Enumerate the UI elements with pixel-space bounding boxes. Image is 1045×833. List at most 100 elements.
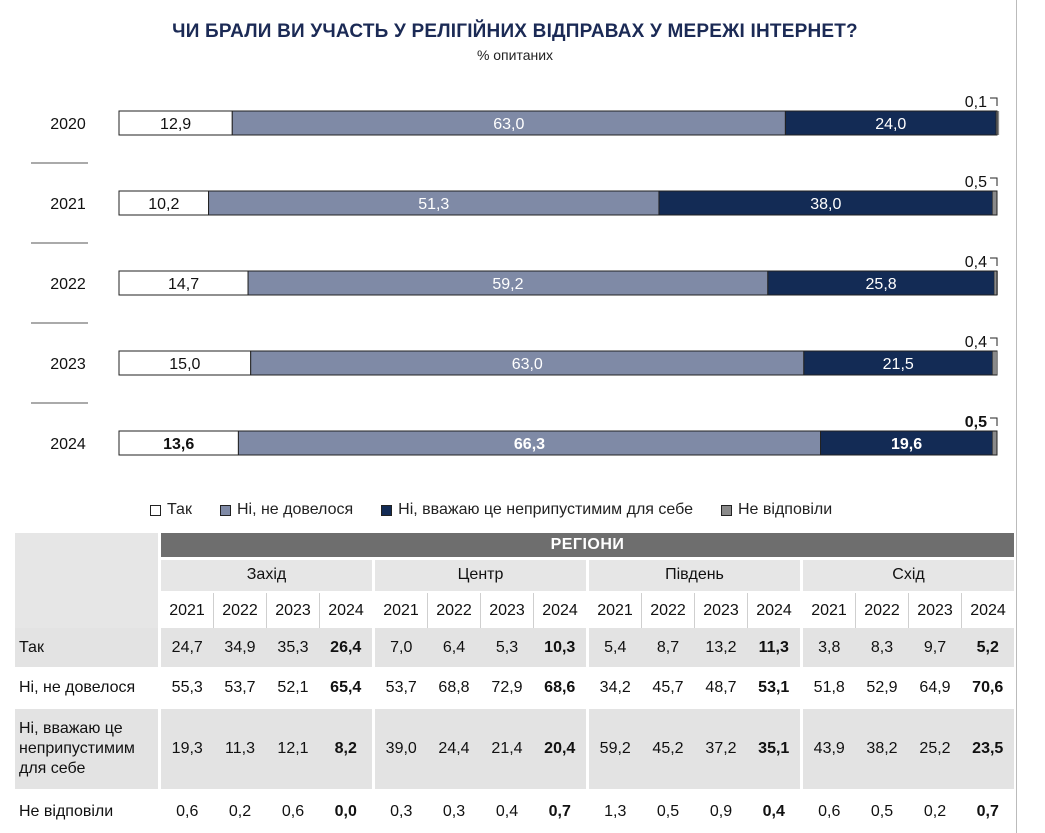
table-cell: 3,8 bbox=[801, 628, 856, 669]
row-label: Не відповіли bbox=[15, 790, 161, 832]
table-cell: 8,2 bbox=[319, 708, 375, 791]
leader-line-2021 bbox=[990, 177, 998, 186]
table-cell: 12,1 bbox=[266, 708, 320, 791]
region-header: Захід bbox=[159, 556, 375, 592]
bar-segment-2-2024 bbox=[237, 430, 822, 456]
data-label-no-answer-2021: 0,5 bbox=[965, 174, 987, 191]
table-cell: 5,4 bbox=[587, 628, 642, 669]
year-header: 2023 bbox=[480, 591, 534, 628]
region-header: Схід bbox=[801, 556, 1014, 592]
stacked-bar-chart: 2020 12,9 63,0 24,0 0,1 2021 10,2 51,3 38,0 0,5 20… bbox=[31, 94, 1000, 456]
bar-segment-2-2021 bbox=[208, 190, 660, 216]
table-cell: 0,7 bbox=[976, 802, 999, 820]
data-label-1-2022: 14,7 bbox=[168, 276, 199, 293]
legend-item-unacceptable: Ні, вважаю це неприпустимим для себе bbox=[381, 501, 693, 519]
year-header: 2022 bbox=[213, 591, 267, 628]
table-cell: 5,2 bbox=[961, 628, 1014, 669]
table-cell: 10,3 bbox=[533, 628, 589, 669]
leader-line-2020 bbox=[990, 97, 998, 106]
leader-line-2022 bbox=[990, 257, 998, 266]
data-label-2-2024: 66,3 bbox=[514, 436, 545, 453]
year-header: 2023 bbox=[908, 591, 962, 628]
table-cell: 1,3 bbox=[604, 802, 627, 820]
data-label-no-answer-2022: 0,4 bbox=[965, 254, 987, 271]
year-header: 2024 bbox=[961, 591, 1014, 628]
table-cell: 35,3 bbox=[266, 628, 320, 669]
table-cell: 34,2 bbox=[587, 668, 642, 709]
legend-item-no-answer: Не відповіли bbox=[720, 501, 832, 519]
year-header: 2021 bbox=[587, 591, 642, 628]
region-header: Південь bbox=[587, 556, 803, 592]
bar-segment-3-2021 bbox=[658, 190, 994, 216]
bar-outline-2024 bbox=[118, 430, 998, 456]
data-label-no-answer-2023: 0,4 bbox=[965, 334, 987, 351]
year-label-2024: 2024 bbox=[50, 436, 86, 453]
table-cell: 0,7 bbox=[533, 790, 589, 832]
year-header: 2023 bbox=[266, 591, 320, 628]
table-cell: 11,3 bbox=[747, 628, 803, 669]
year-header: 2024 bbox=[319, 591, 375, 628]
leader-line-2024 bbox=[990, 417, 998, 426]
table-cell: 52,1 bbox=[266, 668, 320, 709]
bar-segment-4-2020 bbox=[996, 111, 1000, 135]
data-label-3-2021: 38,0 bbox=[810, 196, 841, 213]
legend-item-no-need: Ні, не довелося bbox=[219, 501, 353, 519]
data-label-1-2020: 12,9 bbox=[160, 116, 191, 133]
table-cell: 65,4 bbox=[319, 668, 375, 709]
bar-segment-3-2024 bbox=[820, 430, 994, 456]
table-cell: 0,3 bbox=[390, 802, 413, 820]
data-label-3-2022: 25,8 bbox=[866, 276, 897, 293]
table-cell: 53,7 bbox=[213, 668, 267, 709]
table-cell: 0,3 bbox=[442, 802, 466, 820]
table-cell: 45,7 bbox=[641, 668, 695, 709]
year-header: 2021 bbox=[373, 591, 428, 628]
table-row: Ні, не довелося 55,3 53,7 52,1 65,4 53,7 68,8 7… bbox=[15, 668, 1014, 709]
table-cell: 0,4 bbox=[747, 790, 803, 832]
year-header: 2021 bbox=[159, 591, 214, 628]
table-cell: 6,4 bbox=[427, 628, 481, 669]
regions-header: РЕГІОНИ bbox=[159, 533, 1014, 558]
table-cell: 48,7 bbox=[694, 668, 748, 709]
table-cell: 0,0 bbox=[319, 790, 375, 832]
table-cell: 13,2 bbox=[694, 628, 748, 669]
legend-swatch-unacceptable bbox=[381, 504, 393, 516]
regions-table: РЕГІОНИ Захід Центр Південь Схід 2021 2022 20… bbox=[15, 533, 1014, 832]
year-header: 2023 bbox=[694, 591, 748, 628]
table-cell: 5,3 bbox=[480, 628, 534, 669]
table-cell: 0,6 bbox=[281, 802, 305, 820]
bar-segment-1-2023 bbox=[118, 350, 252, 376]
data-label-no-answer-2024: 0,5 bbox=[965, 414, 987, 431]
year-header: 2024 bbox=[533, 591, 589, 628]
table-cell: 21,4 bbox=[480, 708, 534, 791]
table-cell: 68,8 bbox=[427, 668, 481, 709]
year-header: 2022 bbox=[855, 591, 909, 628]
year-label-2020: 2020 bbox=[50, 116, 86, 133]
data-label-1-2024: 13,6 bbox=[163, 436, 194, 453]
year-label-2021: 2021 bbox=[50, 196, 86, 213]
year-header: 2021 bbox=[801, 591, 856, 628]
data-label-no-answer-2020: 0,1 bbox=[965, 94, 987, 111]
bar-outline-2023 bbox=[118, 350, 998, 376]
bar-segment-4-2024 bbox=[992, 431, 997, 455]
data-label-3-2020: 24,0 bbox=[875, 116, 906, 133]
table-cell: 20,4 bbox=[533, 708, 589, 791]
bar-outline-2020 bbox=[118, 110, 998, 136]
table-cell: 0,5 bbox=[656, 802, 680, 820]
table-cell: 24,7 bbox=[159, 628, 214, 669]
chart-subtitle: % опитаних bbox=[476, 47, 554, 63]
table-cell: 0,9 bbox=[709, 802, 733, 820]
table-row: Не відповіли 0,6 0,2 0,6 0,0 0,3 0,3 0,4 0,7 1,3 0… bbox=[15, 790, 1014, 832]
legend-swatch-no-need bbox=[219, 504, 231, 516]
bar-segment-2-2020 bbox=[231, 110, 786, 136]
row-label: Так bbox=[15, 628, 161, 669]
leader-line-2023 bbox=[990, 337, 998, 346]
table-cell: 19,3 bbox=[159, 708, 214, 791]
legend-swatch-no-answer bbox=[720, 504, 732, 516]
table-cell: 72,9 bbox=[480, 668, 534, 709]
bar-segment-4-2022 bbox=[994, 271, 998, 295]
data-label-2-2022: 59,2 bbox=[492, 276, 523, 293]
table-cell: 23,5 bbox=[961, 708, 1014, 791]
table-cell: 8,3 bbox=[855, 628, 909, 669]
data-label-2-2020: 63,0 bbox=[493, 116, 524, 133]
bar-segment-1-2020 bbox=[118, 110, 233, 136]
